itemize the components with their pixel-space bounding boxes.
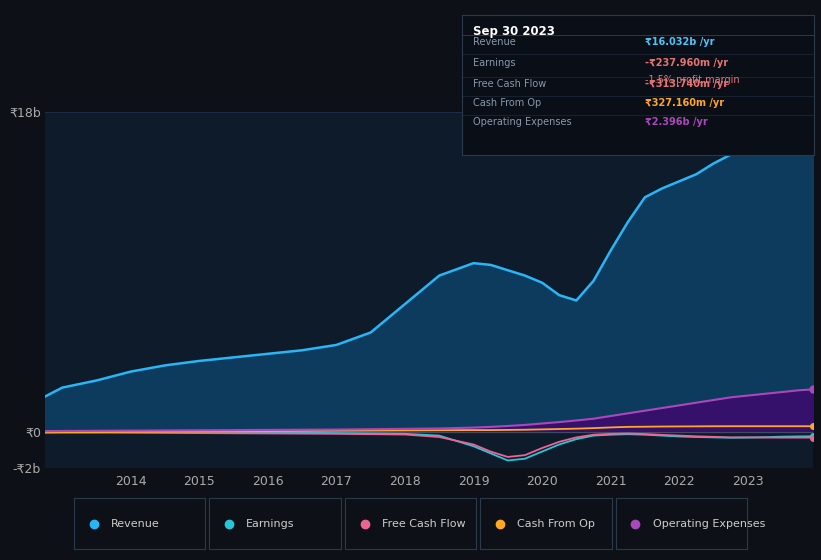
Text: Sep 30 2023: Sep 30 2023: [473, 25, 554, 38]
Text: -1.5% profit margin: -1.5% profit margin: [645, 74, 740, 85]
Text: ₹327.160m /yr: ₹327.160m /yr: [645, 98, 724, 108]
Text: Free Cash Flow: Free Cash Flow: [473, 79, 546, 89]
Text: Cash From Op: Cash From Op: [517, 519, 595, 529]
Text: Earnings: Earnings: [246, 519, 295, 529]
Text: Revenue: Revenue: [473, 37, 516, 47]
Text: Free Cash Flow: Free Cash Flow: [382, 519, 466, 529]
Text: Operating Expenses: Operating Expenses: [473, 116, 571, 127]
Text: Cash From Op: Cash From Op: [473, 98, 541, 108]
Text: Revenue: Revenue: [111, 519, 159, 529]
Text: -₹237.960m /yr: -₹237.960m /yr: [645, 58, 728, 68]
Text: ₹16.032b /yr: ₹16.032b /yr: [645, 37, 714, 47]
Text: -₹313.740m /yr: -₹313.740m /yr: [645, 79, 728, 89]
Text: ₹2.396b /yr: ₹2.396b /yr: [645, 116, 708, 127]
Text: Operating Expenses: Operating Expenses: [653, 519, 765, 529]
Text: Earnings: Earnings: [473, 58, 515, 68]
